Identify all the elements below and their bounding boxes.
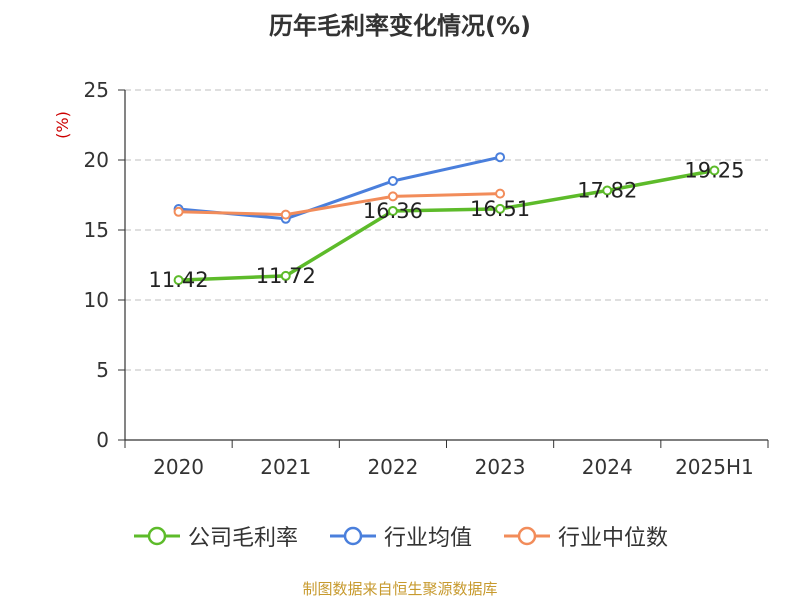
y-tick-label: 15: [84, 218, 109, 242]
x-tick-label: 2024: [582, 455, 633, 479]
line-chart: 0 5 10 15 20 25 2020 2021 2022 2023 2024 2025H1 11.…: [53, 78, 769, 479]
data-label: 16.36: [363, 199, 423, 223]
data-point: [387, 205, 398, 216]
legend-item[interactable]: 行业中位数: [502, 520, 668, 552]
source-note: 制图数据来自恒生聚源数据库: [302, 580, 498, 598]
legend-marker-icon: [329, 526, 376, 546]
series-line: [178, 192, 501, 217]
label-layer: 11.42 11.72 16.36 16.51 17.82 19.25: [149, 159, 745, 293]
x-tick-label: 2025H1: [675, 455, 754, 479]
y-tick-label: 5: [96, 358, 109, 382]
data-point: [280, 209, 291, 220]
data-point: [387, 191, 398, 202]
axis-layer: 0 5 10 15 20 25 2020 2021 2022 2023 2024 2025H1: [84, 78, 769, 479]
chart-title: 历年毛利率变化情况(%): [269, 12, 531, 40]
legend: 公司毛利率 行业均值 行业中位数: [0, 520, 800, 552]
legend-item[interactable]: 公司毛利率: [132, 520, 298, 552]
data-point: [709, 165, 720, 176]
data-point: [495, 188, 506, 199]
y-tick-label: 0: [96, 428, 109, 452]
legend-label: 公司毛利率: [187, 526, 298, 551]
x-tick-label: 2020: [153, 455, 204, 479]
y-tick-label: 25: [84, 78, 109, 102]
data-point: [602, 185, 613, 196]
legend-label: 行业均值: [383, 526, 472, 551]
data-label: 11.72: [256, 264, 316, 288]
series-line: [178, 168, 715, 282]
data-label: 16.51: [470, 197, 530, 221]
legend-marker-icon: [133, 526, 180, 546]
x-tick-label: 2022: [367, 455, 418, 479]
data-point: [495, 203, 506, 214]
y-tick-label: 10: [84, 288, 109, 312]
data-label: 11.42: [149, 268, 209, 292]
legend-label: 行业中位数: [558, 526, 669, 551]
data-label: 17.82: [577, 179, 637, 203]
grid-layer: [125, 89, 768, 371]
data-point: [173, 275, 184, 286]
legend-marker-icon: [504, 526, 550, 546]
data-point: [173, 206, 184, 217]
data-label: 19.25: [684, 159, 744, 183]
data-point: [280, 270, 291, 281]
y-tick-label: 20: [84, 148, 109, 172]
y-axis-label: (%): [53, 111, 72, 139]
data-point: [387, 176, 398, 186]
series-layer: [173, 152, 720, 286]
data-point: [495, 152, 506, 163]
x-tick-label: 2021: [260, 455, 311, 479]
x-tick-label: 2023: [475, 455, 526, 479]
legend-item[interactable]: 行业均值: [328, 520, 472, 552]
